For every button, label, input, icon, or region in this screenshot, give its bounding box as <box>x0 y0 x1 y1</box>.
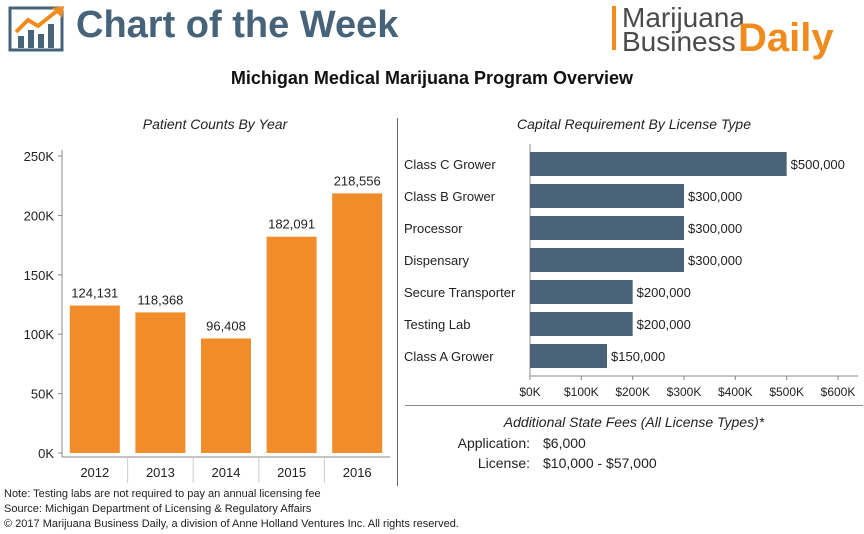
y-tick-label: 0K <box>38 446 54 461</box>
x-category-label: 2016 <box>343 465 372 480</box>
logo-text-daily: Daily <box>738 16 834 60</box>
bar-class-a-grower <box>530 344 607 368</box>
right-chart-title: Capital Requirement By License Type <box>517 116 751 132</box>
category-label: Class C Grower <box>404 157 496 172</box>
y-tick-label: 50K <box>31 387 54 402</box>
y-tick-label: 200K <box>24 208 55 223</box>
x-category-label: 2012 <box>80 465 109 480</box>
capital-requirement-chart: Class C Grower $500,000 Class B Grower $300… <box>404 144 858 399</box>
bar-value-label: $500,000 <box>791 157 845 172</box>
copyright-note: © 2017 Marijuana Business Daily, a divis… <box>4 518 459 530</box>
bar-2014 <box>201 338 251 453</box>
y-tick-label: 150K <box>24 268 55 283</box>
bar-class-c-grower <box>530 152 787 176</box>
category-label: Secure Transporter <box>404 285 516 300</box>
x-tick-label: $300K <box>667 385 702 399</box>
category-label: Testing Lab <box>404 317 471 332</box>
bar-2012 <box>69 305 120 453</box>
bar-value-label: 218,556 <box>334 173 381 188</box>
logo-text-marijuana: Marijuana <box>622 2 745 33</box>
chart-logo-icon <box>8 6 64 52</box>
category-label: Class A Grower <box>404 349 494 364</box>
license-fee-value: $10,000 - $57,000 <box>543 455 657 471</box>
bar-dispensary <box>530 248 684 272</box>
bar-processor <box>530 216 684 240</box>
bar-2013 <box>135 312 186 453</box>
bar-2016 <box>332 193 383 453</box>
application-fee-value: $6,000 <box>543 435 586 451</box>
bar-class-b-grower <box>530 184 684 208</box>
fees-title: Additional State Fees (All License Types… <box>503 414 765 430</box>
logo-text-business: Business <box>622 26 736 57</box>
category-label: Dispensary <box>404 253 470 268</box>
bar-2015 <box>266 236 317 453</box>
bar-value-label: $300,000 <box>688 221 742 236</box>
y-tick-label: 250K <box>24 149 55 164</box>
application-fee-label: Application: <box>457 435 530 451</box>
bar-value-label: $200,000 <box>637 285 691 300</box>
x-category-label: 2014 <box>212 465 241 480</box>
footnote: Note: Testing labs are not required to p… <box>4 488 321 500</box>
y-tick-label: 100K <box>24 327 55 342</box>
x-tick-label: $100K <box>564 385 599 399</box>
vertical-divider <box>397 118 398 486</box>
bar-value-label: 96,408 <box>206 318 246 333</box>
main-title: Michigan Medical Marijuana Program Overv… <box>230 68 634 88</box>
category-label: Processor <box>404 221 463 236</box>
left-chart-title: Patient Counts By Year <box>142 116 288 132</box>
x-tick-label: $600K <box>821 385 856 399</box>
bar-value-label: 124,131 <box>71 286 118 301</box>
patient-counts-chart: 0K 50K 100K 150K 200K 250K 124,131 2012 118,368 2… <box>24 149 390 483</box>
x-tick-label: $500K <box>769 385 804 399</box>
bar-testing-lab <box>530 312 633 336</box>
source-note: Source: Michigan Department of Licensing… <box>4 503 312 515</box>
x-tick-label: $400K <box>718 385 753 399</box>
brand-title: Chart of the Week <box>76 4 399 46</box>
x-category-label: 2015 <box>277 465 306 480</box>
bar-value-label: 182,091 <box>268 217 315 232</box>
bar-value-label: $300,000 <box>688 253 742 268</box>
bar-value-label: $150,000 <box>611 349 665 364</box>
bar-secure-transporter <box>530 280 633 304</box>
x-tick-label: $0K <box>519 385 540 399</box>
logo-bar-icon <box>612 6 616 50</box>
x-tick-label: $200K <box>615 385 650 399</box>
category-label: Class B Grower <box>404 189 496 204</box>
bar-value-label: 118,368 <box>137 292 183 307</box>
license-fee-label: License: <box>477 455 530 471</box>
x-category-label: 2013 <box>146 465 175 480</box>
bar-value-label: $300,000 <box>688 189 742 204</box>
fees-separator <box>405 405 863 406</box>
bar-value-label: $200,000 <box>637 317 691 332</box>
